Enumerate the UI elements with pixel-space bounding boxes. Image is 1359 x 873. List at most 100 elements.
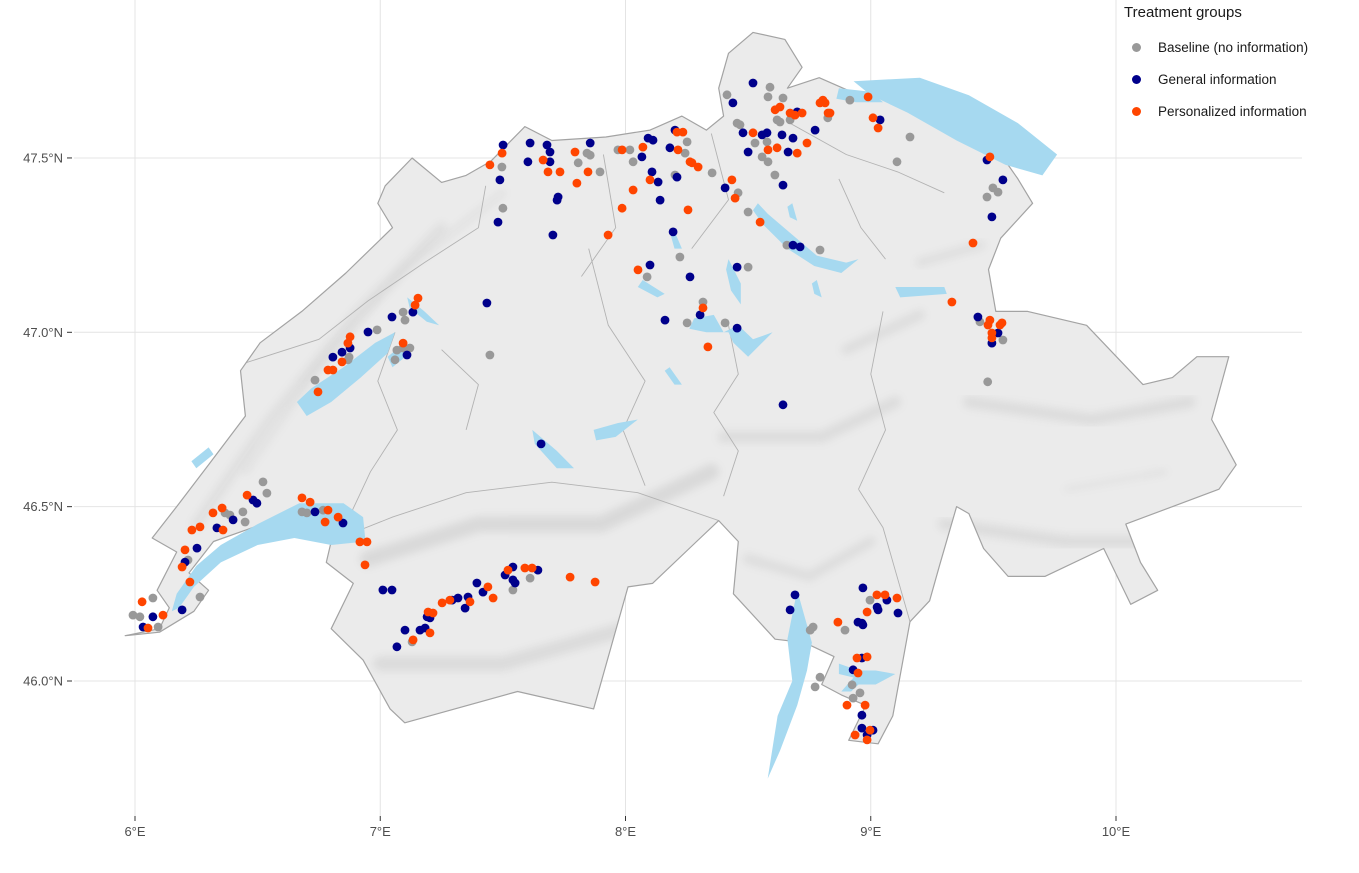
data-point bbox=[845, 95, 855, 105]
x-tick-label: 7°E bbox=[370, 824, 391, 839]
data-point bbox=[763, 92, 773, 102]
data-point bbox=[993, 187, 1003, 197]
data-point bbox=[852, 653, 862, 663]
x-tick-label: 9°E bbox=[860, 824, 881, 839]
data-point bbox=[873, 605, 883, 615]
data-point bbox=[905, 132, 915, 142]
data-point bbox=[873, 123, 883, 133]
data-point bbox=[543, 167, 553, 177]
data-point bbox=[240, 517, 250, 527]
data-point bbox=[778, 93, 788, 103]
data-point bbox=[727, 175, 737, 185]
data-point bbox=[847, 680, 857, 690]
data-point bbox=[735, 120, 745, 130]
data-point bbox=[573, 158, 583, 168]
data-point bbox=[973, 312, 983, 322]
data-point bbox=[968, 238, 978, 248]
general-dot-icon bbox=[1132, 74, 1141, 84]
data-point bbox=[238, 507, 248, 517]
data-point bbox=[570, 147, 580, 157]
data-point bbox=[738, 128, 748, 138]
canton-border bbox=[858, 311, 886, 490]
data-point bbox=[143, 623, 153, 633]
data-point bbox=[218, 525, 228, 535]
data-point bbox=[328, 352, 338, 362]
data-point bbox=[810, 125, 820, 135]
lake-greifen bbox=[787, 203, 798, 221]
data-point bbox=[405, 343, 415, 353]
data-point bbox=[783, 147, 793, 157]
data-point bbox=[542, 140, 552, 150]
data-point bbox=[408, 307, 418, 317]
lake-zug bbox=[726, 259, 741, 305]
data-point bbox=[983, 320, 993, 330]
data-point bbox=[792, 148, 802, 158]
data-point bbox=[488, 593, 498, 603]
lake-joux bbox=[191, 447, 214, 469]
canton-border bbox=[331, 481, 719, 542]
data-point bbox=[655, 195, 665, 205]
data-point bbox=[498, 140, 508, 150]
data-point bbox=[360, 560, 370, 570]
data-point bbox=[302, 508, 312, 518]
data-point bbox=[765, 82, 775, 92]
data-point bbox=[775, 102, 785, 112]
data-point bbox=[252, 498, 262, 508]
hillshade-stroke bbox=[841, 309, 925, 355]
data-point bbox=[858, 620, 868, 630]
lake-walen bbox=[895, 287, 947, 298]
data-point bbox=[153, 622, 163, 632]
hillshade-stroke bbox=[191, 222, 447, 530]
data-point bbox=[355, 537, 365, 547]
data-point bbox=[262, 488, 272, 498]
data-point bbox=[483, 582, 493, 592]
country-fill bbox=[125, 32, 1237, 744]
lake-maggiore bbox=[767, 590, 812, 779]
data-point bbox=[778, 400, 788, 410]
x-tick-label: 8°E bbox=[615, 824, 636, 839]
data-point bbox=[310, 375, 320, 385]
series-personalized-information bbox=[137, 92, 1007, 745]
legend-item-personalized: Personalized information bbox=[1122, 95, 1308, 127]
legend-item-general: General information bbox=[1122, 63, 1308, 95]
data-point bbox=[815, 245, 825, 255]
data-point bbox=[802, 138, 812, 148]
data-point bbox=[485, 160, 495, 170]
canton-border bbox=[838, 178, 886, 260]
data-point bbox=[525, 138, 535, 148]
data-point bbox=[862, 607, 872, 617]
data-point bbox=[848, 693, 858, 703]
data-point bbox=[638, 142, 648, 152]
data-point bbox=[648, 135, 658, 145]
data-point bbox=[707, 168, 717, 178]
data-point bbox=[338, 518, 348, 528]
data-point bbox=[998, 335, 1008, 345]
data-point bbox=[177, 605, 187, 615]
personalized-dot-icon bbox=[1132, 106, 1141, 116]
data-point bbox=[863, 92, 873, 102]
lake-geneva bbox=[171, 503, 366, 612]
data-point bbox=[880, 590, 890, 600]
data-point bbox=[305, 497, 315, 507]
data-point bbox=[148, 593, 158, 603]
lakes bbox=[171, 77, 1058, 779]
canton-border bbox=[345, 332, 398, 525]
data-point bbox=[180, 545, 190, 555]
data-point bbox=[788, 240, 798, 250]
data-point bbox=[495, 175, 505, 185]
data-point bbox=[297, 493, 307, 503]
data-point bbox=[653, 177, 663, 187]
data-point bbox=[398, 338, 408, 348]
data-point bbox=[485, 350, 495, 360]
data-point bbox=[857, 723, 867, 733]
legend-label-general: General information bbox=[1158, 71, 1277, 87]
data-point bbox=[762, 137, 772, 147]
data-point bbox=[187, 525, 197, 535]
y-tick-label: 47.0°N bbox=[23, 325, 63, 340]
data-point bbox=[585, 138, 595, 148]
data-point bbox=[520, 563, 530, 573]
data-point bbox=[603, 230, 613, 240]
data-point bbox=[363, 327, 373, 337]
baseline-dot-icon bbox=[1132, 42, 1141, 52]
